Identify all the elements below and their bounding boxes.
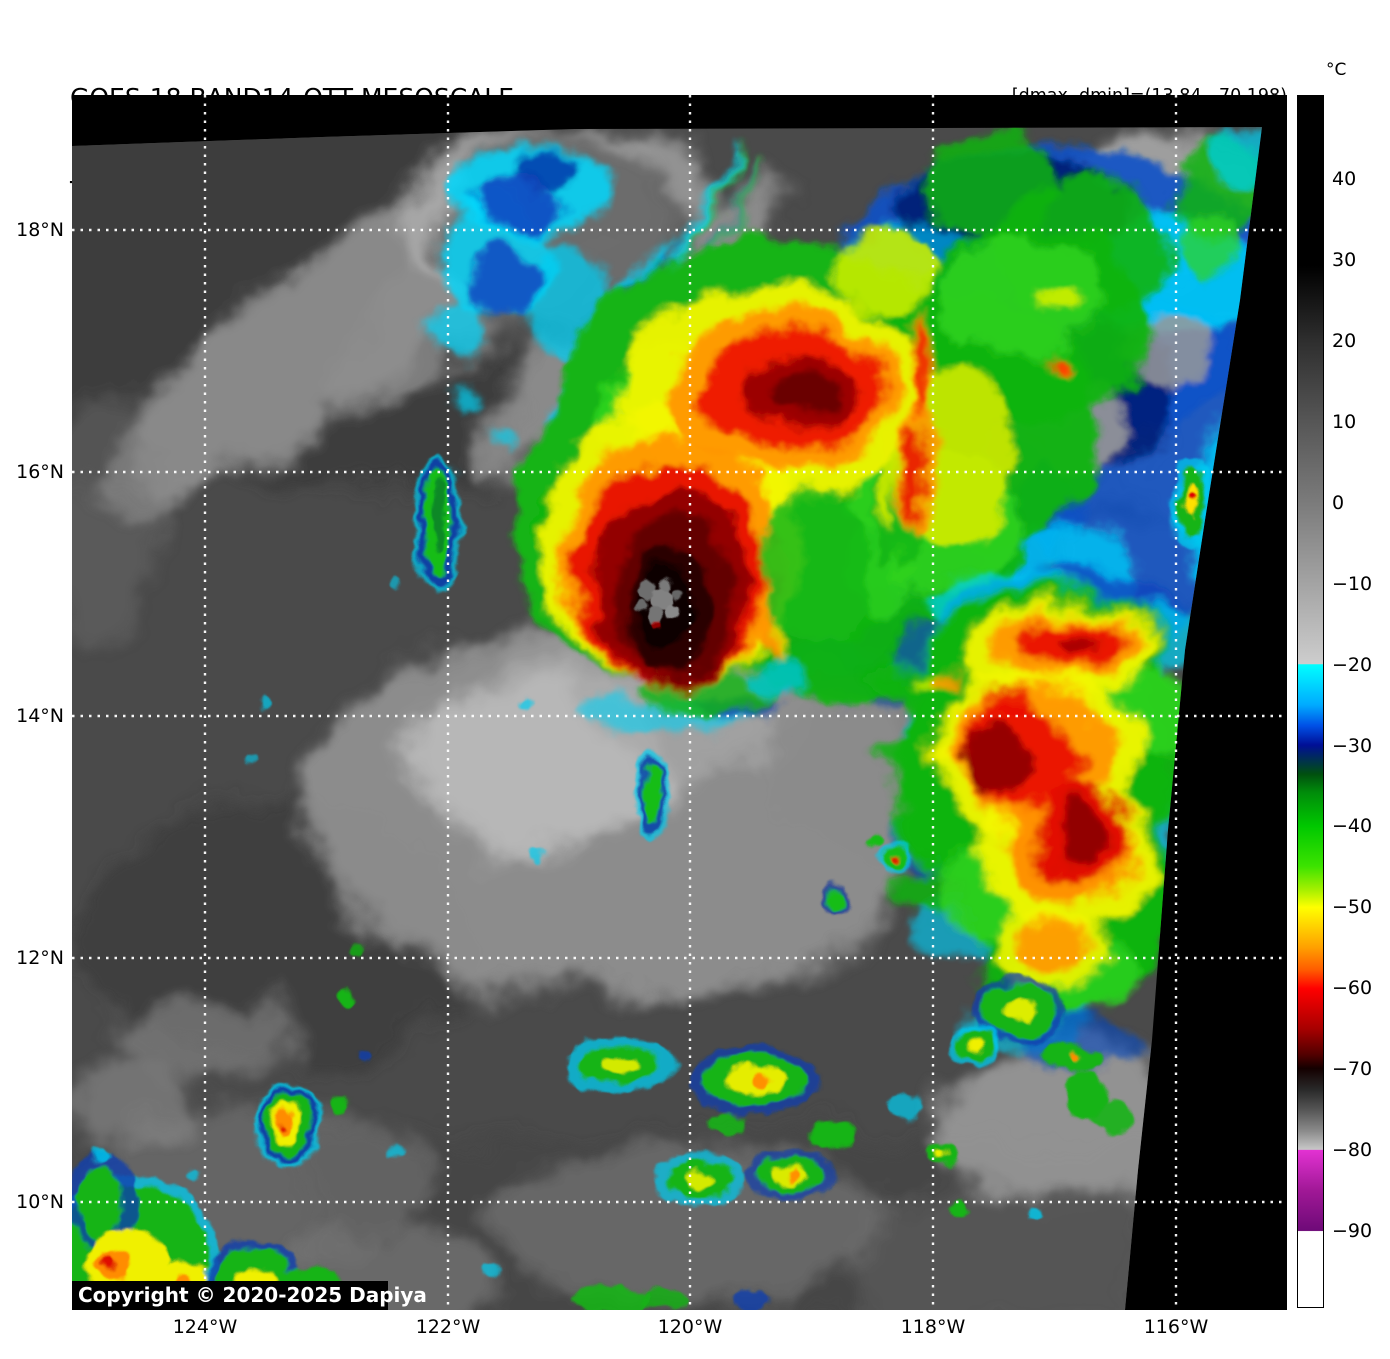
copyright-watermark: Copyright © 2020-2025 Dapiya <box>72 1281 427 1310</box>
lon-label-124w: 124°W <box>172 1316 238 1338</box>
grid-lines <box>72 95 1287 1310</box>
satellite-imagery <box>72 95 1287 1310</box>
map-frame <box>72 95 1287 1310</box>
lat-label-18n: 18°N <box>16 219 64 241</box>
lat-label-12n: 12°N <box>16 947 64 969</box>
colorbar-tick-m60: −60 <box>1332 977 1373 999</box>
colorbar-unit-label: °C <box>1326 60 1347 80</box>
colorbar-tick-m30: −30 <box>1332 735 1373 757</box>
colorbar-tick-0: 0 <box>1332 492 1345 514</box>
colorbar-tick-10: 10 <box>1332 411 1357 433</box>
lon-label-116w: 116°W <box>1143 1316 1209 1338</box>
lat-label-14n: 14°N <box>16 705 64 727</box>
colorbar-tick-40: 40 <box>1332 168 1357 190</box>
lon-label-122w: 122°W <box>415 1316 481 1338</box>
lat-label-16n: 16°N <box>16 461 64 483</box>
colorbar-tick-20: 20 <box>1332 330 1357 352</box>
lon-label-118w: 118°W <box>900 1316 966 1338</box>
colorbar-tick-30: 30 <box>1332 249 1357 271</box>
colorbar-tick-m50: −50 <box>1332 896 1373 918</box>
colorbar-tick-m20: −20 <box>1332 654 1373 676</box>
lat-label-10n: 10°N <box>16 1191 64 1213</box>
colorbar-tick-m80: −80 <box>1332 1139 1373 1161</box>
colorbar-tick-m40: −40 <box>1332 815 1373 837</box>
temperature-colorbar <box>1297 95 1324 1308</box>
colorbar-tick-m90: −90 <box>1332 1220 1373 1242</box>
data-sector <box>72 127 1262 1310</box>
colorbar-tick-m10: −10 <box>1332 573 1373 595</box>
lon-label-120w: 120°W <box>657 1316 723 1338</box>
warm-spot-speckles <box>636 579 682 629</box>
colorbar-tick-m70: −70 <box>1332 1058 1373 1080</box>
